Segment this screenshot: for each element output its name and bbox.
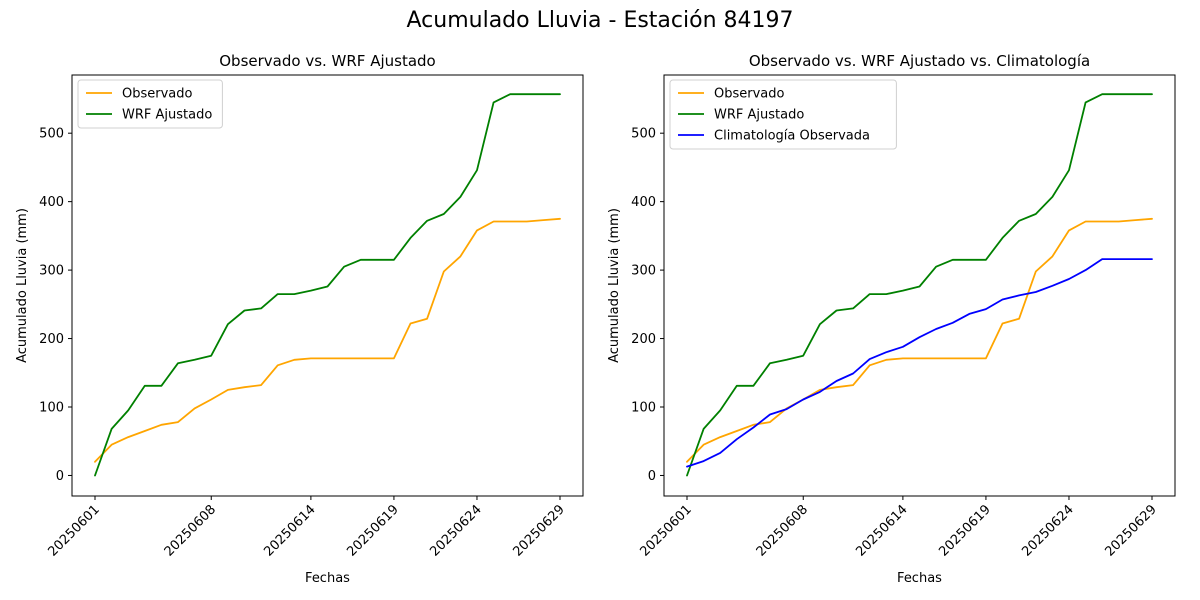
x-tick-label: 20250614 xyxy=(853,502,910,559)
y-tick-label: 300 xyxy=(631,264,656,279)
y-tick-label: 400 xyxy=(39,195,64,210)
y-axis-label: Acumulado Lluvia (mm) xyxy=(607,208,622,363)
x-tick-label: 20250614 xyxy=(261,502,318,559)
y-tick-label: 0 xyxy=(648,469,656,484)
y-tick-label: 400 xyxy=(631,195,656,210)
y-tick-label: 200 xyxy=(39,332,64,347)
legend-label: WRF Ajustado xyxy=(714,108,804,123)
x-tick-label: 20250624 xyxy=(1019,502,1076,559)
x-tick-label: 20250619 xyxy=(344,502,401,559)
series-line-observado xyxy=(94,217,561,463)
y-tick-label: 200 xyxy=(631,332,656,347)
series-line-wrf-ajustado xyxy=(686,93,1153,477)
x-tick-label: 20250624 xyxy=(427,502,484,559)
chart-title: Observado vs. WRF Ajustado xyxy=(219,52,435,70)
y-tick-label: 100 xyxy=(39,401,64,416)
legend-label: Observado xyxy=(122,87,193,102)
x-tick-label: 20250619 xyxy=(936,502,993,559)
legend-label: Observado xyxy=(714,87,785,102)
series-line-observado xyxy=(686,217,1153,463)
legend: Observado WRF Ajustado xyxy=(77,79,223,129)
legend-box xyxy=(669,79,897,150)
legend-label: Climatología Observada xyxy=(714,129,870,144)
y-tick-label: 0 xyxy=(56,469,64,484)
chart-1: Observado vs. WRF Ajustado 0 100 200 300 400 5… xyxy=(15,52,584,586)
y-axis-label: Acumulado Lluvia (mm) xyxy=(15,208,30,363)
x-tick-label: 20250601 xyxy=(637,502,694,559)
x-tick-label: 20250608 xyxy=(754,502,811,559)
x-tick-label: 20250601 xyxy=(45,502,102,559)
y-tick-label: 500 xyxy=(39,127,64,142)
chart-2: Observado vs. WRF Ajustado vs. Climatolo… xyxy=(607,52,1176,586)
y-tick-label: 300 xyxy=(39,264,64,279)
x-tick-label: 20250629 xyxy=(1102,502,1159,559)
axes-frame xyxy=(71,74,584,497)
figure-suptitle: Acumulado Lluvia - Estación 84197 xyxy=(406,8,794,33)
series-line-wrf-ajustado xyxy=(94,93,561,477)
x-axis-label: Fechas xyxy=(897,571,942,586)
axes-frame xyxy=(663,74,1176,497)
chart-title: Observado vs. WRF Ajustado vs. Climatolo… xyxy=(749,52,1090,70)
legend-box xyxy=(77,79,223,129)
y-tick-label: 100 xyxy=(631,401,656,416)
series-line-climatología-observada xyxy=(686,258,1153,468)
x-tick-label: 20250629 xyxy=(510,502,567,559)
legend-label: WRF Ajustado xyxy=(122,108,212,123)
y-tick-label: 500 xyxy=(631,127,656,142)
legend: Observado WRF Ajustado Climatología Observ… xyxy=(669,79,897,150)
x-axis-label: Fechas xyxy=(305,571,350,586)
x-tick-label: 20250608 xyxy=(162,502,219,559)
